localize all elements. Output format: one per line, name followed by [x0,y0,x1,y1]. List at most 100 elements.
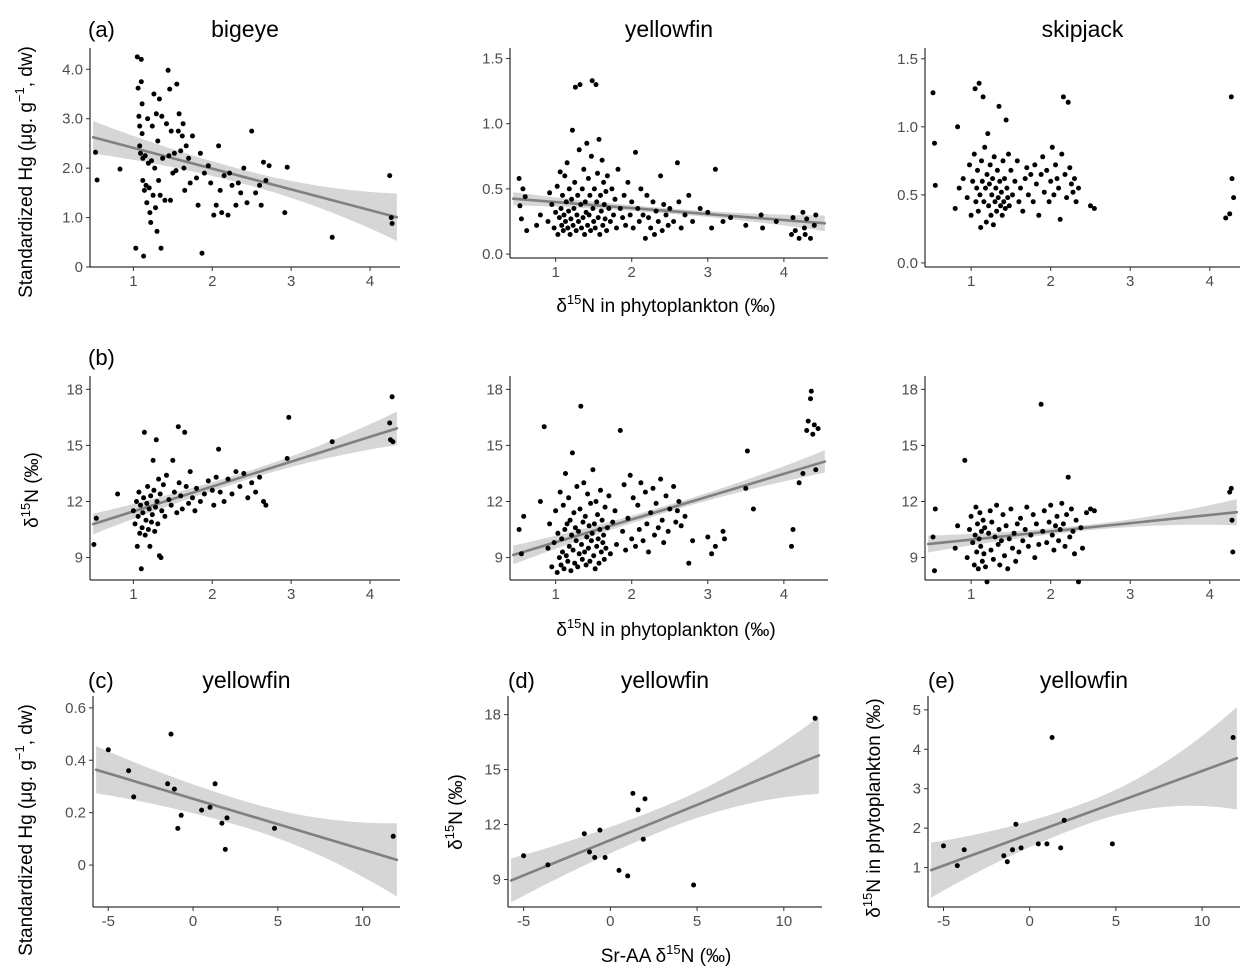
data-point-a-skipjack-90 [1070,189,1076,195]
data-point-b-skipjack-57 [1036,542,1042,547]
data-point-a-yellowfin-24 [563,199,569,205]
x-tick-label-c-yellowfin-0: -5 [102,913,115,930]
data-point-a-skipjack-79 [1053,162,1058,168]
y-tick-label-e-yellowfin-3: 4 [913,741,921,758]
y-tick-label-c-yellowfin-1: 0.2 [65,805,86,822]
y-tick-label-b-skipjack-1: 12 [901,493,918,510]
data-point-a-yellowfin-8 [545,219,551,224]
data-point-a-yellowfin-6 [534,222,540,228]
data-point-a-skipjack-14 [974,185,980,191]
data-point-a-yellowfin-76 [603,189,609,194]
data-point-b-skipjack-31 [992,534,998,540]
data-point-a-yellowfin-47 [581,166,587,172]
data-point-b-yellowfin-4 [541,424,547,430]
data-point-a-bigeye-60 [186,155,192,161]
data-point-a-bigeye-32 [153,111,159,117]
data-point-a-yellowfin-32 [569,127,575,133]
data-point-a-yellowfin-109 [661,202,667,207]
data-point-b-bigeye-43 [170,457,176,463]
data-point-a-bigeye-4 [134,54,140,60]
data-point-a-skipjack-2 [932,182,938,188]
data-point-d-yellowfin-3 [587,849,592,855]
data-point-a-skipjack-83 [1059,151,1065,157]
data-point-d-yellowfin-9 [630,790,636,796]
data-point-a-bigeye-82 [241,165,247,171]
data-point-b-bigeye-57 [197,499,203,504]
data-point-a-yellowfin-80 [607,219,613,224]
data-point-a-skipjack-55 [1006,203,1012,209]
data-point-b-yellowfin-85 [627,472,633,478]
data-point-d-yellowfin-1 [545,862,551,868]
data-point-a-yellowfin-101 [646,215,651,221]
x-tick-label-a-yellowfin-1: 2 [628,264,636,281]
data-point-a-yellowfin-62 [592,225,598,231]
data-point-b-yellowfin-110 [676,499,682,504]
data-point-b-yellowfin-91 [638,480,644,486]
data-point-b-bigeye-5 [134,499,139,504]
data-point-a-bigeye-35 [156,178,162,183]
data-point-b-yellowfin-54 [588,538,594,544]
data-point-a-yellowfin-28 [566,186,572,192]
data-point-b-yellowfin-99 [653,500,659,506]
data-point-a-yellowfin-92 [629,199,635,205]
data-point-b-bigeye-18 [144,500,150,506]
data-point-a-yellowfin-7 [537,212,543,218]
data-point-a-yellowfin-131 [790,215,796,221]
data-point-a-yellowfin-102 [648,225,654,231]
data-point-a-yellowfin-140 [813,212,819,218]
data-point-b-bigeye-8 [136,489,142,495]
data-point-b-skipjack-75 [1067,534,1073,540]
data-point-b-skipjack-1 [932,568,937,574]
data-point-b-yellowfin-81 [620,528,626,534]
y-tick-label-a-bigeye-3: 3.0 [62,111,83,128]
data-point-a-skipjack-27 [984,172,990,177]
data-point-a-bigeye-68 [205,163,211,169]
data-point-a-yellowfin-41 [576,147,582,153]
data-point-b-yellowfin-22 [564,521,570,527]
y-tick-label-a-bigeye-1: 1.0 [62,210,83,227]
data-point-a-yellowfin-126 [743,222,749,228]
data-point-a-yellowfin-83 [612,196,618,202]
data-point-a-skipjack-53 [1005,195,1011,201]
data-point-b-skipjack-63 [1048,502,1054,508]
data-point-b-bigeye-39 [162,513,168,519]
data-point-b-skipjack-13 [974,549,980,555]
data-point-a-bigeye-83 [244,200,250,206]
data-point-a-bigeye-45 [167,86,173,92]
data-point-a-yellowfin-56 [588,228,594,234]
y-tick-label-d-yellowfin-3: 18 [484,707,501,724]
data-point-b-bigeye-70 [241,471,247,476]
data-point-b-yellowfin-125 [796,480,802,486]
y-tick-label-b-bigeye-1: 12 [66,493,83,510]
y-tick-label-d-yellowfin-2: 15 [484,762,501,779]
data-point-a-skipjack-58 [1012,178,1018,184]
data-point-b-skipjack-26 [986,530,992,536]
data-point-a-skipjack-66 [1028,172,1034,177]
data-point-a-skipjack-9 [968,212,974,218]
data-point-b-yellowfin-126 [800,471,806,476]
data-point-a-yellowfin-63 [593,82,599,88]
data-point-a-yellowfin-123 [712,166,718,172]
data-point-c-yellowfin-6 [175,825,181,831]
data-point-a-yellowfin-96 [636,219,642,224]
data-point-b-skipjack-83 [1084,510,1089,516]
data-point-b-skipjack-6 [964,555,970,561]
data-point-b-bigeye-19 [145,484,151,489]
data-point-b-skipjack-65 [1051,547,1057,553]
data-point-a-yellowfin-13 [554,183,560,189]
data-point-a-yellowfin-12 [553,209,559,215]
data-point-b-skipjack-49 [1020,538,1026,544]
data-point-b-bigeye-26 [150,457,156,463]
data-point-a-skipjack-77 [1049,144,1055,150]
data-point-a-bigeye-59 [183,143,189,149]
data-point-b-bigeye-76 [263,502,269,508]
data-point-b-yellowfin-8 [551,540,557,546]
data-point-a-yellowfin-15 [556,215,562,221]
data-point-b-bigeye-54 [190,495,195,501]
data-point-a-bigeye-87 [258,202,264,208]
y-tick-label-b-bigeye-3: 18 [66,381,83,398]
x-tick-label-c-yellowfin-2: 5 [274,913,282,930]
data-point-b-yellowfin-35 [574,484,580,489]
data-point-c-yellowfin-9 [207,804,213,810]
data-point-a-yellowfin-138 [808,235,813,241]
